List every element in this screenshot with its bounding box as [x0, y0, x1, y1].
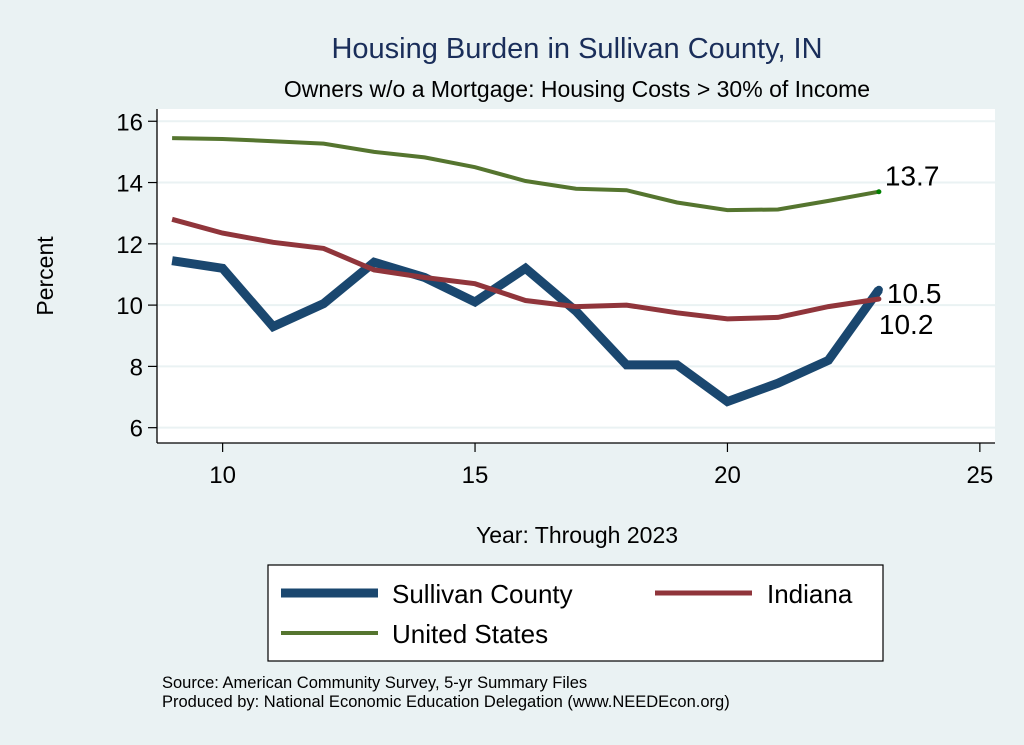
y-tick-label-14: 14: [116, 171, 143, 198]
chart-subtitle: Owners w/o a Mortgage: Housing Costs > 3…: [284, 76, 870, 102]
source-note: Source: American Community Survey, 5-yr …: [162, 674, 587, 692]
chart-title: Housing Burden in Sullivan County, IN: [331, 33, 822, 65]
x-tick-label-20: 20: [714, 462, 741, 489]
x-tick-label-10: 10: [209, 462, 236, 489]
x-tick-label-15: 15: [462, 462, 489, 489]
series-line-indiana: [171, 216, 880, 322]
y-axis-title: Percent: [32, 236, 58, 316]
end-label-united-states: 13.7: [885, 161, 940, 192]
y-tick-label-16: 16: [116, 109, 143, 136]
y-tick-label-10: 10: [116, 293, 143, 320]
y-tick-label-6: 6: [130, 416, 143, 443]
series-line-sullivan-county: [171, 256, 883, 407]
data-labels: 10.510.2 13.7: [874, 161, 942, 340]
x-axis-title: Year: Through 2023: [476, 522, 678, 548]
legend: Sullivan County Indiana United States: [267, 564, 884, 662]
end-marker-united-states: [876, 189, 882, 195]
series-line-united-states: [172, 136, 880, 213]
end-marker-indiana: [876, 296, 882, 302]
y-tick-label-8: 8: [130, 354, 143, 381]
series-lines: [171, 136, 883, 407]
x-tick-label-25: 25: [967, 462, 994, 489]
legend-label-sullivan-county: Sullivan County: [392, 579, 573, 609]
legend-label-united-states: United States: [392, 619, 548, 649]
end-marker-sullivan-county: [874, 285, 883, 294]
end-label-indiana: 10.2: [879, 309, 934, 340]
plot-area: [157, 109, 995, 443]
producer-note: Produced by: National Economic Education…: [162, 693, 730, 711]
legend-box: [267, 564, 884, 662]
legend-label-indiana: Indiana: [767, 579, 853, 609]
end-label-sullivan-county: 10.5: [887, 278, 942, 309]
y-tick-label-12: 12: [116, 232, 143, 259]
axes: 6 8 10 12 14 16 10 15 20 25: [116, 109, 995, 489]
